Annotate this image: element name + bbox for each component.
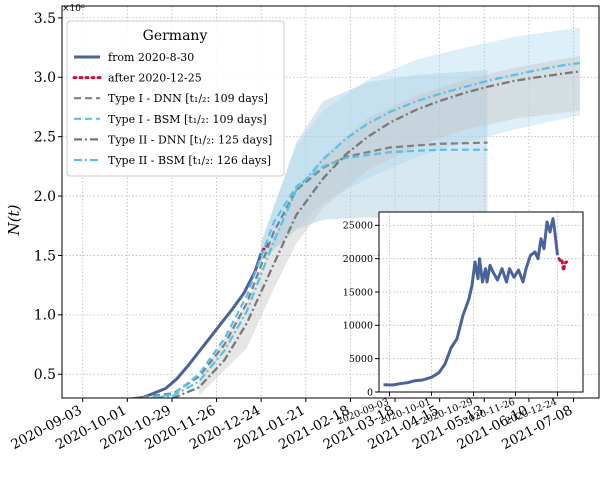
series-line-1 (130, 252, 263, 398)
y-tick-label: 15000 (343, 287, 373, 298)
series-line-2 (261, 242, 270, 253)
y-tick-label: 20000 (343, 254, 373, 265)
series-line-6 (138, 61, 581, 398)
legend-label-5: Type II - DNN [t₁/₂: 125 days] (108, 133, 272, 146)
legend-label-3: Type I - DNN [t₁/₂: 109 days] (108, 92, 268, 105)
y-tick-label: 2.0 (34, 189, 56, 205)
inset-plot-frame (378, 211, 584, 393)
legend-label-4: Type I - BSM [t₁/₂: 109 days] (108, 113, 267, 126)
main-y-axis: 0.5 1.0 1.5 2.0 2.5 3.0 3.5 (34, 11, 62, 383)
y-tick-label: 1.5 (34, 248, 56, 264)
y-tick-label: 5000 (349, 354, 373, 365)
y-tick-label: 0 (367, 387, 373, 398)
series-line-2 (557, 257, 568, 273)
y-tick-label: 0.5 (34, 367, 56, 383)
main-plot-frame (61, 5, 600, 399)
y-tick-label: 3.0 (34, 70, 56, 86)
y-tick-label: 3.5 (34, 11, 56, 27)
legend-box (66, 20, 285, 177)
inset-y-axis: 0 5000 10000 15000 20000 25000 (343, 221, 379, 398)
inset-background (379, 212, 583, 392)
legend: Germany from 2020-8-30 after 2020-12-25 Ty… (66, 20, 285, 177)
main-series-lines (126, 61, 581, 398)
y-tick-label: 25000 (343, 221, 373, 232)
y-axis-exponent: ×10⁶ (62, 4, 85, 14)
y-tick-label: 1.0 (34, 308, 56, 324)
inset-series-lines (383, 217, 568, 387)
y-tick-label: 2.5 (34, 130, 56, 146)
series-line-3 (126, 141, 488, 398)
confidence-band-3 (199, 55, 580, 396)
series-line-4 (135, 148, 488, 398)
legend-title: Germany (143, 28, 208, 44)
y-axis-label: N(t) (5, 204, 23, 236)
series-line-1 (383, 217, 559, 387)
legend-label-6: Type II - BSM [t₁/₂: 126 days] (108, 154, 271, 167)
series-line-5 (151, 70, 581, 398)
legend-label-1: from 2020-8-30 (108, 51, 194, 64)
y-tick-label: 10000 (343, 321, 373, 332)
legend-label-2: after 2020-12-25 (108, 72, 202, 85)
